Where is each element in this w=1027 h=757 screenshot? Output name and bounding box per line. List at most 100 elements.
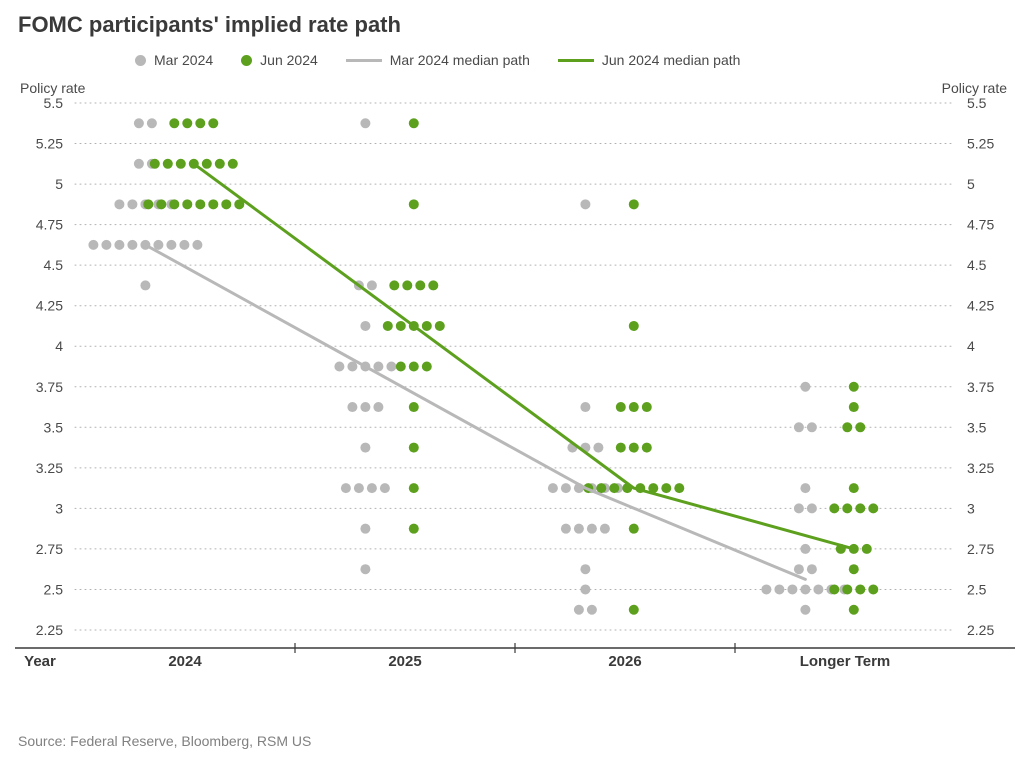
mar2024-dot — [192, 240, 202, 250]
mar2024-dot — [548, 483, 558, 493]
mar2024-dot — [580, 564, 590, 574]
mar2024-dot — [800, 605, 810, 615]
mar2024-dot — [127, 199, 137, 209]
mar2024-dot — [580, 199, 590, 209]
jun2024-dot — [409, 199, 419, 209]
mar2024-dot — [354, 483, 364, 493]
mar2024-dot — [813, 584, 823, 594]
mar2024-dot — [380, 483, 390, 493]
jun2024-dot — [596, 483, 606, 493]
x-tick-label: Longer Term — [800, 653, 891, 670]
y-tick-label-left: 2.25 — [36, 622, 63, 638]
y-tick-label-left: 3.25 — [36, 460, 63, 476]
y-tick-label-left: 5 — [55, 176, 63, 192]
mar2024-dot — [367, 483, 377, 493]
mar2024-dot — [360, 564, 370, 574]
jun2024-dot — [143, 199, 153, 209]
legend-dot-icon — [135, 55, 146, 66]
mar2024-dot — [134, 118, 144, 128]
jun2024-dot — [862, 544, 872, 554]
jun2024-dot — [409, 524, 419, 534]
jun2024-dot — [849, 564, 859, 574]
legend-label: Jun 2024 — [260, 52, 318, 68]
jun2024-dot — [409, 402, 419, 412]
y-tick-label-right: 5.25 — [967, 136, 994, 152]
y-tick-label-left: 4.25 — [36, 298, 63, 314]
mar2024-dot — [794, 564, 804, 574]
mar2024-dot — [800, 544, 810, 554]
jun2024-dot — [842, 422, 852, 432]
x-tick-label: 2024 — [168, 653, 202, 670]
x-tick-label: 2025 — [388, 653, 421, 670]
jun2024-dot — [150, 159, 160, 169]
jun2024-dot — [202, 159, 212, 169]
mar2024-dot — [794, 422, 804, 432]
jun2024-dot — [402, 280, 412, 290]
y-axis-title-left: Policy rate — [20, 80, 85, 96]
jun2024-dot — [221, 199, 231, 209]
jun2024-dot — [176, 159, 186, 169]
y-tick-label-right: 3.25 — [967, 460, 994, 476]
source-footnote: Source: Federal Reserve, Bloomberg, RSM … — [18, 733, 311, 749]
mar2024-dot — [800, 382, 810, 392]
y-tick-label-left: 3.75 — [36, 379, 63, 395]
plot-area: 5.55.55.255.25554.754.754.54.54.254.2544… — [75, 95, 955, 670]
mar2024-dot — [787, 584, 797, 594]
mar2024-dot — [88, 240, 98, 250]
jun2024-dot — [422, 321, 432, 331]
y-tick-label-right: 4.75 — [967, 217, 994, 233]
jun2024-dot — [842, 584, 852, 594]
jun2024-dot — [829, 584, 839, 594]
y-tick-label-left: 2.5 — [44, 581, 64, 597]
legend-item: Mar 2024 median path — [346, 52, 530, 68]
jun2024-dot — [409, 443, 419, 453]
mar2024-dot — [800, 483, 810, 493]
jun2024-dot — [629, 443, 639, 453]
mar2024-dot — [153, 240, 163, 250]
mar2024-dot — [561, 524, 571, 534]
mar2024-dot — [794, 503, 804, 513]
jun2024-dot — [208, 199, 218, 209]
jun2024-dot — [182, 118, 192, 128]
legend-label: Jun 2024 median path — [602, 52, 741, 68]
x-tick-label: 2026 — [608, 653, 641, 670]
mar2024-dot — [574, 524, 584, 534]
mar2024-dot — [179, 240, 189, 250]
y-tick-label-left: 3.5 — [44, 419, 64, 435]
jun2024-dot — [674, 483, 684, 493]
y-tick-label-right: 4.25 — [967, 298, 994, 314]
mar2024-dot — [360, 118, 370, 128]
jun2024-dot — [195, 199, 205, 209]
mar2024-dot — [761, 584, 771, 594]
mar2024-dot — [561, 483, 571, 493]
chart-container: FOMC participants' implied rate path Mar… — [0, 0, 1027, 757]
y-tick-label-right: 5.5 — [967, 95, 987, 111]
mar2024-dot — [134, 159, 144, 169]
jun2024-dot — [868, 584, 878, 594]
jun2024-dot — [642, 443, 652, 453]
jun2024-dot — [208, 118, 218, 128]
jun2024-dot — [415, 280, 425, 290]
mar2024-dot — [580, 584, 590, 594]
y-tick-label-left: 4.5 — [44, 257, 64, 273]
jun2024-dot — [409, 362, 419, 372]
x-axis-title: Year — [24, 653, 56, 670]
y-tick-label-right: 2.5 — [967, 581, 987, 597]
y-tick-label-right: 3.75 — [967, 379, 994, 395]
y-tick-label-right: 2.75 — [967, 541, 994, 557]
jun2024-dot — [616, 443, 626, 453]
jun2024-dot — [396, 362, 406, 372]
legend-item: Mar 2024 — [135, 52, 213, 68]
mar2024-dot — [334, 362, 344, 372]
jun2024-dot — [428, 280, 438, 290]
mar2024-dot — [807, 564, 817, 574]
mar2024-dot — [800, 584, 810, 594]
jun2024-dot — [849, 605, 859, 615]
jun2024-dot — [629, 199, 639, 209]
mar2024-dot — [593, 443, 603, 453]
jun2024-dot — [849, 402, 859, 412]
mar2024-dot — [807, 503, 817, 513]
mar2024-dot — [360, 321, 370, 331]
jun2024-dot — [855, 584, 865, 594]
legend-line-icon — [346, 59, 382, 62]
